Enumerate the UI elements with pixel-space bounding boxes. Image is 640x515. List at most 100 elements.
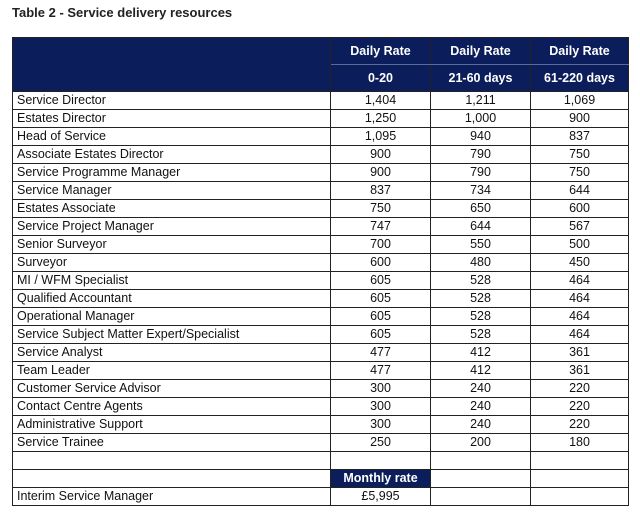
- spacer-row: [12, 451, 629, 470]
- rate-cell: 412: [430, 343, 531, 362]
- rate-cell: 600: [530, 199, 629, 218]
- rate-cell: 644: [530, 181, 629, 200]
- rate-cell: 700: [330, 235, 431, 254]
- rate-cell: 477: [330, 343, 431, 362]
- rate-cell: 750: [330, 199, 431, 218]
- rate-cell: 220: [530, 397, 629, 416]
- empty-cell: [430, 487, 531, 506]
- role-name: Administrative Support: [12, 415, 331, 434]
- table-row: MI / WFM Specialist 605 528 464: [12, 271, 629, 290]
- table-row: Service Director 1,404 1,211 1,069: [12, 91, 629, 110]
- table-row: Associate Estates Director 900 790 750: [12, 145, 629, 164]
- table-row: Service Programme Manager 900 790 750: [12, 163, 629, 182]
- role-name: Operational Manager: [12, 307, 331, 326]
- rate-cell: 528: [430, 307, 531, 326]
- header-rate: Daily Rate: [330, 37, 431, 65]
- header-rate: Daily Rate: [430, 37, 531, 65]
- table-row: Head of Service 1,095 940 837: [12, 127, 629, 146]
- table-row: Team Leader 477 412 361: [12, 361, 629, 380]
- role-name: Surveyor: [12, 253, 331, 272]
- role-name: Service Analyst: [12, 343, 331, 362]
- role-name: Customer Service Advisor: [12, 379, 331, 398]
- table-row: Customer Service Advisor 300 240 220: [12, 379, 629, 398]
- rate-cell: 300: [330, 379, 431, 398]
- rate-cell: 412: [430, 361, 531, 380]
- table-row: Service Manager 837 734 644: [12, 181, 629, 200]
- table-row: Operational Manager 605 528 464: [12, 307, 629, 326]
- rate-cell: 600: [330, 253, 431, 272]
- rate-cell: 1,211: [430, 91, 531, 110]
- rate-cell: 837: [530, 127, 629, 146]
- table-row: Service Trainee 250 200 180: [12, 433, 629, 452]
- rate-cell: 1,404: [330, 91, 431, 110]
- rate-cell: 790: [430, 163, 531, 182]
- rate-cell: 220: [530, 415, 629, 434]
- rate-cell: 240: [430, 415, 531, 434]
- rate-cell: 1,250: [330, 109, 431, 128]
- rate-cell: 480: [430, 253, 531, 272]
- header-band: 0-20: [330, 64, 431, 92]
- rate-cell: 750: [530, 145, 629, 164]
- table-row: Estates Director 1,250 1,000 900: [12, 109, 629, 128]
- role-name: Interim Service Manager: [12, 487, 331, 506]
- monthly-header: Monthly rate: [330, 469, 431, 488]
- role-name: Estates Associate: [12, 199, 331, 218]
- table-row: Service Analyst 477 412 361: [12, 343, 629, 362]
- rate-cell: 477: [330, 361, 431, 380]
- role-name: Service Subject Matter Expert/Specialist: [12, 325, 331, 344]
- header-blank: [12, 37, 331, 92]
- rate-cell: 644: [430, 217, 531, 236]
- rate-cell: 900: [530, 109, 629, 128]
- rate-cell: 450: [530, 253, 629, 272]
- empty-cell: [430, 451, 531, 470]
- monthly-header-row: Monthly rate: [12, 469, 629, 488]
- rate-cell: 500: [530, 235, 629, 254]
- rate-cell: 790: [430, 145, 531, 164]
- table-row: Service Subject Matter Expert/Specialist…: [12, 325, 629, 344]
- table-row: Service Project Manager 747 644 567: [12, 217, 629, 236]
- rate-cell: 300: [330, 415, 431, 434]
- rate-cell: 240: [430, 397, 531, 416]
- table-title: Table 2 - Service delivery resources: [12, 5, 233, 20]
- role-name: Service Manager: [12, 181, 331, 200]
- rate-cell: 900: [330, 163, 431, 182]
- rate-cell: 1,069: [530, 91, 629, 110]
- role-name: Service Project Manager: [12, 217, 331, 236]
- table-row: Administrative Support 300 240 220: [12, 415, 629, 434]
- role-name: Service Director: [12, 91, 331, 110]
- rate-cell: 464: [530, 271, 629, 290]
- rate-cell: 567: [530, 217, 629, 236]
- table-row: Surveyor 600 480 450: [12, 253, 629, 272]
- rates-table: Daily Rate Daily Rate Daily Rate 0-20 21-60…: [12, 37, 629, 506]
- empty-cell: [12, 469, 331, 488]
- empty-cell: [530, 451, 629, 470]
- rate-cell: 605: [330, 271, 431, 290]
- role-name: Estates Director: [12, 109, 331, 128]
- role-name: Contact Centre Agents: [12, 397, 331, 416]
- empty-cell: [12, 451, 331, 470]
- rate-cell: 900: [330, 145, 431, 164]
- role-name: Head of Service: [12, 127, 331, 146]
- rate-cell: 734: [430, 181, 531, 200]
- rate-cell: 940: [430, 127, 531, 146]
- rate-cell: 1,000: [430, 109, 531, 128]
- role-name: Service Trainee: [12, 433, 331, 452]
- table-row: Contact Centre Agents 300 240 220: [12, 397, 629, 416]
- rate-cell: 528: [430, 325, 531, 344]
- rate-cell: 180: [530, 433, 629, 452]
- rate-cell: 464: [530, 325, 629, 344]
- rate-cell: 464: [530, 289, 629, 308]
- monthly-row: Interim Service Manager £5,995: [12, 487, 629, 506]
- rate-cell: 747: [330, 217, 431, 236]
- rate-cell: 240: [430, 379, 531, 398]
- rate-cell: 605: [330, 325, 431, 344]
- table-row: Senior Surveyor 700 550 500: [12, 235, 629, 254]
- rate-cell: 837: [330, 181, 431, 200]
- rate-cell: 200: [430, 433, 531, 452]
- rate-cell: 605: [330, 307, 431, 326]
- rate-cell: 361: [530, 361, 629, 380]
- rate-cell: 464: [530, 307, 629, 326]
- role-name: Team Leader: [12, 361, 331, 380]
- role-name: Qualified Accountant: [12, 289, 331, 308]
